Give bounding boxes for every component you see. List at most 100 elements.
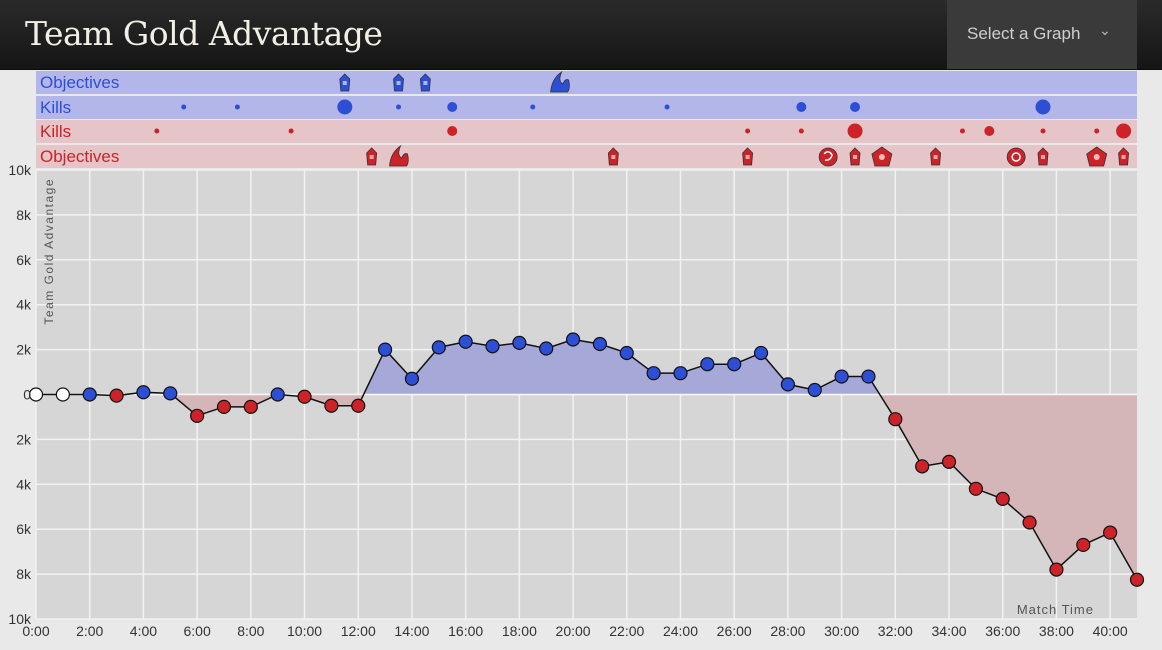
data-point[interactable] (243, 399, 258, 414)
kill-marker[interactable] (745, 128, 751, 134)
kill-marker[interactable] (181, 104, 187, 110)
data-point[interactable] (28, 387, 44, 402)
data-point[interactable] (968, 481, 983, 496)
data-point[interactable] (565, 332, 581, 347)
kill-marker[interactable] (337, 99, 353, 115)
red-advantage-area (36, 394, 1137, 580)
kill-marker[interactable] (664, 104, 670, 110)
kill-marker[interactable] (447, 126, 458, 136)
kill-marker[interactable] (796, 102, 807, 112)
data-point[interactable] (834, 369, 849, 384)
tower-window (369, 155, 374, 159)
data-point[interactable] (646, 366, 661, 381)
x-tick-label: 14:00 (394, 623, 429, 639)
kill-marker[interactable] (1094, 128, 1100, 134)
x-tick-label: 34:00 (932, 623, 967, 639)
data-point[interactable] (485, 339, 500, 354)
x-axis-title: Match Time (1017, 602, 1094, 617)
data-point[interactable] (727, 357, 742, 372)
kill-marker[interactable] (1035, 99, 1051, 115)
data-point[interactable] (190, 408, 205, 423)
data-point[interactable] (270, 387, 285, 402)
kill-marker[interactable] (850, 102, 861, 112)
event-band: Kills (36, 120, 1137, 143)
dragon-icon[interactable] (550, 70, 570, 93)
data-point[interactable] (351, 398, 366, 413)
data-point[interactable] (753, 345, 769, 361)
data-point[interactable] (324, 398, 339, 413)
x-tick-label: 2:00 (76, 623, 103, 639)
x-tick-label: 8:00 (237, 623, 264, 639)
data-point[interactable] (1103, 525, 1118, 540)
kill-marker[interactable] (154, 128, 160, 134)
data-point[interactable] (163, 386, 178, 401)
kill-marker[interactable] (847, 123, 863, 139)
x-tick-label: 32:00 (878, 623, 913, 639)
event-band-label: Kills (40, 98, 71, 117)
event-band-label: Objectives (40, 147, 119, 166)
kill-marker[interactable] (1116, 123, 1132, 139)
data-point[interactable] (888, 412, 903, 427)
data-point[interactable] (136, 385, 151, 400)
data-point[interactable] (673, 366, 688, 381)
data-point[interactable] (619, 345, 634, 361)
data-point[interactable] (915, 459, 930, 474)
y-tick-label: 8k (16, 566, 32, 582)
x-tick-label: 22:00 (609, 623, 644, 639)
y-tick-label: 10k (8, 611, 32, 627)
red-objectives-row (366, 144, 1129, 167)
kill-marker[interactable] (396, 104, 402, 110)
graph-select-dropdown[interactable]: Select a Graph ⌄ (947, 0, 1137, 69)
data-point[interactable] (297, 389, 312, 404)
data-point[interactable] (700, 357, 715, 372)
x-tick-label: 40:00 (1093, 623, 1128, 639)
y-axis-ticks: 10k 8k 6k 4k 2k 0 2k 4k 6k 8k 10k (8, 162, 32, 627)
tower-window (1121, 155, 1126, 159)
data-point[interactable] (404, 371, 420, 386)
data-point[interactable] (431, 340, 446, 355)
data-point[interactable] (458, 334, 473, 349)
event-band-bg (36, 145, 1137, 168)
blue-kills-row (181, 99, 1051, 115)
y-tick-label: 4k (16, 476, 32, 492)
data-point[interactable] (216, 399, 232, 414)
kill-marker[interactable] (288, 128, 294, 134)
y-tick-label: 6k (16, 521, 32, 537)
data-point[interactable] (109, 388, 124, 403)
data-point[interactable] (861, 369, 876, 384)
data-point[interactable] (1022, 515, 1037, 530)
kill-marker[interactable] (234, 104, 240, 110)
x-tick-label: 16:00 (448, 623, 483, 639)
dragon-icon[interactable] (389, 144, 409, 167)
data-point[interactable] (512, 335, 527, 350)
event-band: Objectives (36, 71, 1137, 94)
chevron-down-icon: ⌄ (1099, 22, 1111, 38)
data-point[interactable] (780, 377, 796, 392)
data-point[interactable] (377, 342, 393, 357)
gold-advantage-chart: Objectives Kills Kills Objectives 0:00 2:00 4:… (8, 70, 1145, 639)
kill-marker[interactable] (959, 128, 965, 134)
herald-icon[interactable] (818, 147, 838, 167)
y-tick-label: 10k (8, 162, 32, 178)
kill-marker[interactable] (984, 126, 995, 136)
kill-marker[interactable] (447, 102, 458, 112)
tower-window (423, 81, 428, 85)
kill-marker[interactable] (530, 104, 536, 110)
data-point[interactable] (55, 387, 70, 402)
data-point[interactable] (807, 382, 822, 398)
data-point[interactable] (941, 454, 957, 469)
data-point[interactable] (1129, 572, 1145, 587)
header-bar: Team Gold Advantage Select a Graph ⌄ (0, 0, 1162, 70)
blue-advantage-area (36, 339, 1137, 395)
data-point[interactable] (1049, 562, 1064, 577)
data-point[interactable] (995, 491, 1010, 506)
data-point[interactable] (539, 341, 554, 356)
tower-window (396, 81, 401, 85)
y-tick-label: 8k (16, 207, 32, 223)
kill-marker[interactable] (1040, 128, 1046, 134)
data-point[interactable] (592, 336, 608, 352)
baron-icon[interactable] (1006, 147, 1026, 167)
kill-marker[interactable] (798, 128, 804, 134)
data-point[interactable] (82, 387, 97, 402)
data-point[interactable] (1076, 537, 1091, 553)
